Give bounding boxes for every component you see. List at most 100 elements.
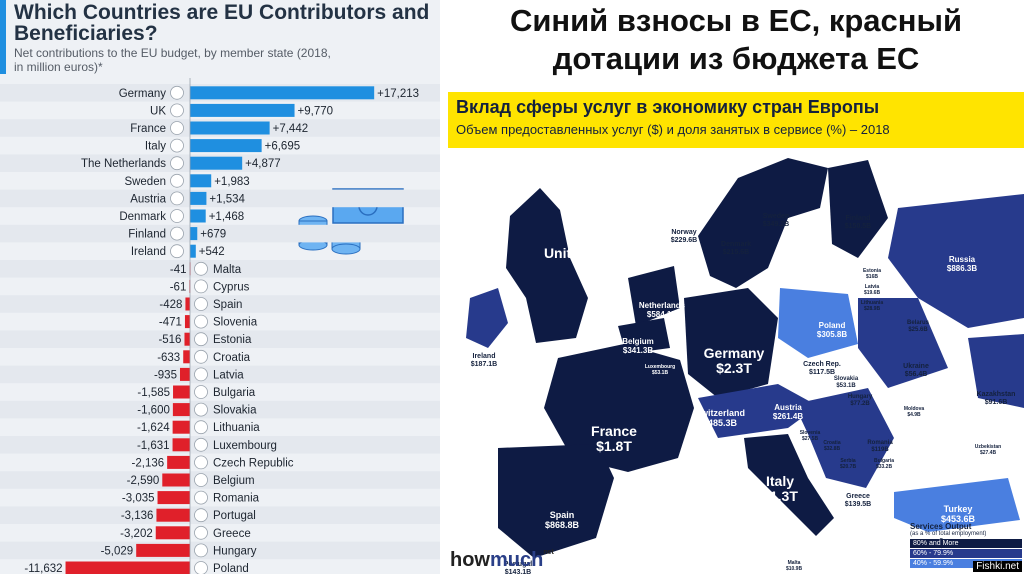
category-label: Cyprus [213, 281, 250, 293]
map-country-name: Netherlands [639, 301, 686, 310]
category-label: Greece [213, 528, 251, 540]
legend-subtitle: (as a % of total employment) [910, 531, 987, 537]
map-country-name: Lithuania [861, 300, 883, 306]
category-label: Malta [213, 264, 242, 276]
bar [179, 367, 190, 381]
row-stripe [0, 365, 440, 384]
map-country-name: Belarus [907, 320, 930, 326]
map-country-value: $485.3B [703, 418, 738, 428]
category-label: Slovenia [213, 317, 258, 329]
map-country-value: $4.9B [907, 412, 921, 418]
map-country-value: $56.4B [905, 371, 928, 378]
value-label: -633 [157, 352, 180, 364]
category-label: Bulgaria [213, 387, 256, 399]
map-country-value: $19.6B [864, 290, 881, 296]
flag-icon [170, 121, 184, 135]
bar [155, 526, 190, 540]
flag-icon [170, 244, 184, 259]
category-label: Croatia [213, 352, 251, 364]
row-stripe [0, 541, 440, 560]
map-country-value: $10.9B [786, 566, 803, 572]
map-country-name: Hungary [848, 394, 873, 400]
value-label: +7,442 [273, 123, 309, 135]
bar [190, 227, 198, 241]
map-country-value: $27.4B [980, 450, 997, 456]
map-country-value: $886.3B [947, 264, 977, 273]
map-country-name: Finland [846, 215, 871, 222]
map-country-value: $28.9B [864, 306, 881, 312]
infographic-header-band: Вклад сферы услуг в экономику стран Евро… [448, 92, 1024, 148]
map-country-name: Slovenia [800, 430, 821, 436]
map-country-value: $139.5B [845, 501, 871, 508]
value-label: +1,983 [214, 176, 250, 188]
value-label: -1,631 [137, 440, 170, 452]
flag-icon [194, 297, 208, 311]
row-stripe [0, 471, 440, 489]
bar [172, 438, 190, 452]
category-label: Hungary [213, 545, 257, 557]
map-country-value: $261.4B [773, 412, 803, 421]
map-country-value: $341.3B [623, 346, 653, 355]
value-label: +1,468 [209, 211, 245, 223]
row-stripe [0, 189, 440, 208]
map-country-name: Czech Rep. [803, 361, 841, 368]
bar [190, 244, 196, 258]
category-label: Luxembourg [213, 440, 277, 452]
map-country-name: Spain [550, 510, 575, 520]
contributions-chart-panel: Which Countries are EU Contributors and … [0, 0, 440, 574]
map-country-name: Turkey [944, 504, 973, 514]
row-stripe [0, 330, 440, 348]
row-stripe [0, 295, 440, 313]
category-label: Ireland [131, 246, 166, 258]
map-country-value: $1.9T [580, 260, 616, 276]
category-label: Denmark [119, 211, 166, 223]
map-country-value: $187.1B [471, 361, 497, 368]
category-label: Austria [130, 193, 166, 205]
value-label: -516 [158, 334, 181, 346]
flag-icon [194, 525, 208, 540]
map-country-name: Serbia [840, 458, 856, 464]
map-country-name: Bulgaria [874, 458, 894, 464]
map-labels: United Kingdom$1.9TGermany$2.3TFrance$1.… [471, 213, 1016, 574]
map-country-name: Russia [949, 255, 976, 264]
map-country-value: $33.2B [876, 464, 893, 470]
value-label: -1,585 [137, 387, 170, 399]
row-stripe [0, 400, 440, 419]
map-country-value: $77.2B [850, 401, 870, 407]
value-label: -1,624 [137, 422, 170, 434]
row-stripe [0, 224, 440, 243]
category-label: Finland [128, 229, 166, 241]
category-label: The Netherlands [81, 158, 166, 170]
map-country-name: Croatia [823, 440, 840, 446]
logo-part: net [543, 549, 554, 556]
flag-icon [194, 455, 208, 470]
map-country-value: $25.6B [908, 327, 928, 333]
flag-icon [170, 103, 184, 118]
value-label: -2,590 [127, 475, 160, 487]
bar [190, 103, 295, 117]
flag-icon [170, 156, 184, 171]
logo-part: how [450, 549, 490, 571]
category-label: Poland [213, 563, 249, 574]
bar [190, 121, 270, 135]
bar [157, 491, 190, 505]
flag-icon [194, 314, 208, 329]
category-label: Italy [145, 141, 166, 153]
bar [190, 174, 212, 188]
value-label: -428 [159, 299, 182, 311]
map-country-name: Poland [819, 321, 846, 330]
value-label: +6,695 [265, 141, 301, 153]
europe-map: United Kingdom$1.9TGermany$2.3TFrance$1.… [466, 158, 1024, 574]
map-country-name: Estonia [863, 268, 881, 274]
flag-icon [170, 209, 184, 223]
map-country-name: Germany [704, 345, 765, 361]
map-country-value: $143.1B [505, 569, 531, 574]
map-country-name: Moldova [904, 406, 924, 412]
contributions-bar-chart: Germany +17,213 UK +9,770 France +7,442 Italy +… [0, 78, 440, 574]
flag-icon [194, 332, 208, 347]
value-label: +4,877 [245, 158, 281, 170]
legend-title: Services Output [910, 522, 972, 531]
category-label: Spain [213, 299, 242, 311]
map-country-name: Romania [867, 440, 893, 446]
map-country-value: $305.8B [817, 330, 847, 339]
